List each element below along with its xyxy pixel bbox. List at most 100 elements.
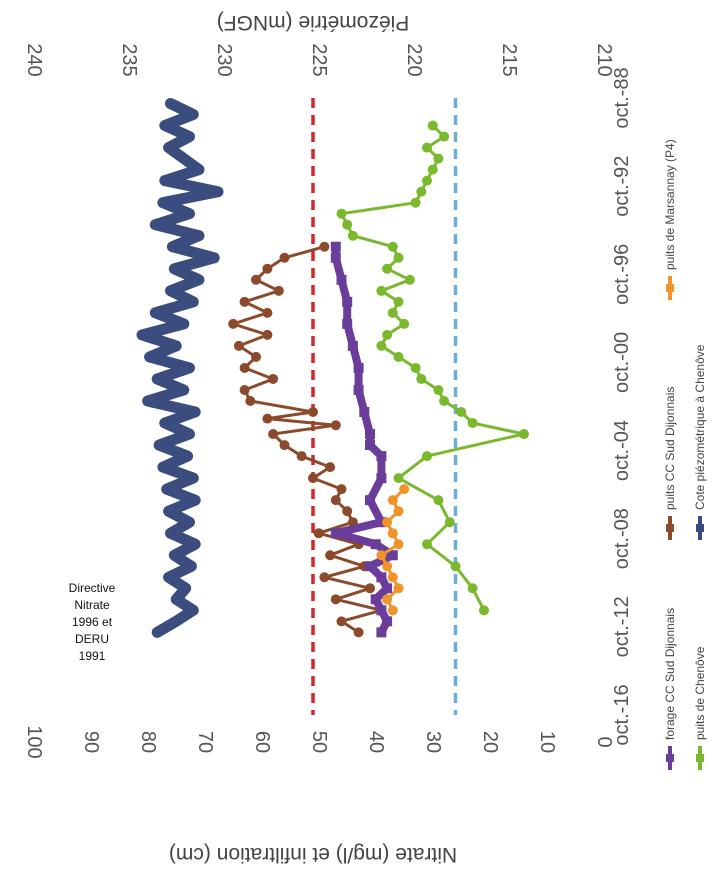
data-point (239, 362, 250, 373)
legend-label: Cote piézométrique à Chenôve (693, 344, 707, 510)
x-tick-label: oct.-92 (611, 156, 633, 217)
y-right-tick-label: 230 (213, 43, 235, 76)
data-point (330, 495, 341, 506)
y-left-tick-label: 60 (251, 731, 273, 753)
data-point (382, 583, 393, 594)
data-point (228, 318, 239, 329)
data-point (251, 274, 261, 285)
data-point (422, 175, 432, 186)
data-point (518, 429, 529, 440)
data-point (342, 506, 353, 517)
data-point (376, 605, 387, 616)
annotation-line: Directive (69, 581, 116, 595)
y-left-tick-label: 30 (422, 731, 444, 753)
data-point (376, 627, 387, 638)
data-point (416, 186, 427, 197)
data-point (387, 241, 398, 252)
data-point (336, 616, 347, 627)
data-point (387, 307, 398, 318)
data-point (427, 120, 438, 131)
y-right-tick-label: 215 (498, 43, 520, 76)
data-point (467, 583, 478, 594)
y-right-tick-label: 210 (593, 43, 615, 76)
data-point (387, 495, 398, 506)
data-point (330, 594, 341, 605)
data-point (353, 362, 364, 373)
legend-item-cote-piezometrique-a-chenove: Cote piézométrique à Chenôve (693, 344, 707, 540)
annotation-line: 1996 et (72, 615, 113, 629)
data-point (393, 473, 404, 484)
data-point (382, 616, 393, 627)
data-point (365, 440, 375, 451)
y-right-tick-label: 240 (23, 43, 45, 76)
data-point (353, 627, 364, 638)
data-point (393, 506, 404, 517)
data-point (410, 197, 421, 208)
data-point (382, 561, 393, 572)
data-point (279, 440, 290, 451)
data-point (308, 407, 318, 418)
data-point (376, 285, 387, 296)
data-point (239, 296, 250, 307)
data-point (370, 594, 381, 605)
annotation-line: DERU (75, 632, 109, 646)
y-left-tick-label: 10 (536, 731, 558, 753)
annotation-line: Nitrate (74, 598, 110, 612)
data-point (404, 274, 415, 285)
data-point (365, 583, 375, 594)
data-point (410, 362, 421, 373)
y-left-tick-label: 40 (365, 731, 387, 753)
data-point (399, 318, 410, 329)
data-point (433, 384, 444, 395)
x-tick-label: oct.-00 (611, 332, 633, 393)
data-point (325, 462, 336, 473)
data-point (433, 153, 444, 164)
series-cote-piezometrique-a-chenove (136, 98, 224, 638)
data-point (393, 252, 404, 263)
data-point (393, 539, 404, 550)
data-point (336, 484, 347, 495)
y-left-tick-label: 20 (479, 731, 501, 753)
data-point (365, 429, 375, 440)
legend-marker (696, 524, 704, 532)
data-point (336, 274, 347, 285)
legend-item-puits-cc-sud-dijonnais: puits CC Sud Dijonnais (663, 387, 677, 540)
data-point (268, 429, 279, 440)
data-point (382, 517, 393, 528)
data-point (251, 351, 261, 362)
series-line (136, 98, 224, 638)
legend-label: puits de Chenôve (693, 646, 707, 740)
data-point (456, 407, 467, 418)
data-point (319, 572, 330, 583)
data-point (382, 263, 393, 274)
data-point (422, 142, 432, 153)
y-right-tick-label: 235 (118, 43, 140, 76)
data-point (387, 572, 398, 583)
data-point (336, 208, 347, 219)
data-point (427, 164, 438, 175)
reference-lines (311, 98, 458, 715)
data-point (382, 594, 393, 605)
y-axis-right-label: Piézométrie (mNGF) (217, 11, 410, 34)
data-point (365, 495, 375, 506)
data-point (279, 252, 290, 263)
data-point (262, 263, 273, 274)
data-point (347, 230, 358, 241)
data-point (416, 373, 427, 384)
data-point (245, 395, 256, 406)
data-point (393, 296, 404, 307)
y-left-tick-label: 100 (23, 725, 45, 758)
data-point (376, 451, 387, 462)
x-tick-label: oct.-88 (611, 67, 633, 128)
data-point (273, 285, 284, 296)
legend-marker (666, 284, 674, 292)
x-tick-label: oct.-08 (611, 508, 633, 569)
series-puits-cc-sud-dijonnais (228, 241, 387, 638)
data-point (342, 296, 353, 307)
legend: forage CC Sud Dijonnais puits CC Sud Dijo… (663, 139, 707, 770)
x-tick-label: oct.-04 (611, 420, 633, 481)
data-point (330, 241, 341, 252)
y-right-tick-label: 225 (308, 43, 330, 76)
y-left-tick-label: 90 (80, 731, 102, 753)
y-right-tick-label: 220 (403, 43, 425, 76)
